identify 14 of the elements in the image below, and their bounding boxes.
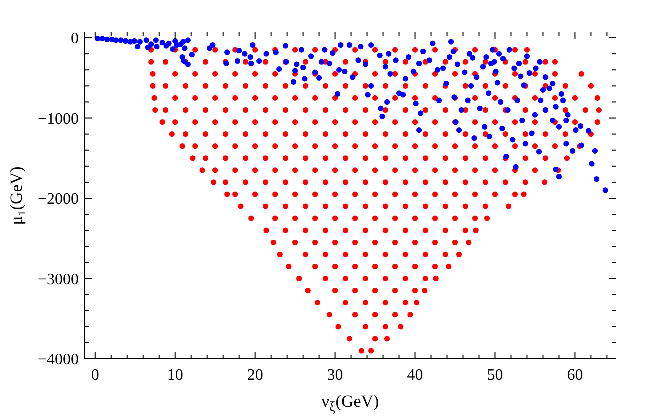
x-tick-label: 10 xyxy=(167,367,184,384)
x-tick-label: 40 xyxy=(407,367,424,384)
y-tick-label: −1000 xyxy=(38,110,79,128)
x-axis-title: ν$_{ξ}$(GeV) xyxy=(322,392,380,418)
y-tick-label: −2000 xyxy=(38,191,79,208)
x-tick-label: 30 xyxy=(327,367,344,384)
y-tick-label: −3000 xyxy=(38,271,79,288)
x-tick-label: 60 xyxy=(567,367,584,384)
y-tick-label: −4000 xyxy=(38,352,79,369)
x-tick-label: 50 xyxy=(487,367,504,384)
x-tick-label: 20 xyxy=(247,367,264,384)
y-axis-title: μ₁(GeV) xyxy=(7,166,27,225)
x-tick-label: 0 xyxy=(91,367,100,384)
y-tick-label: 0 xyxy=(71,30,79,48)
